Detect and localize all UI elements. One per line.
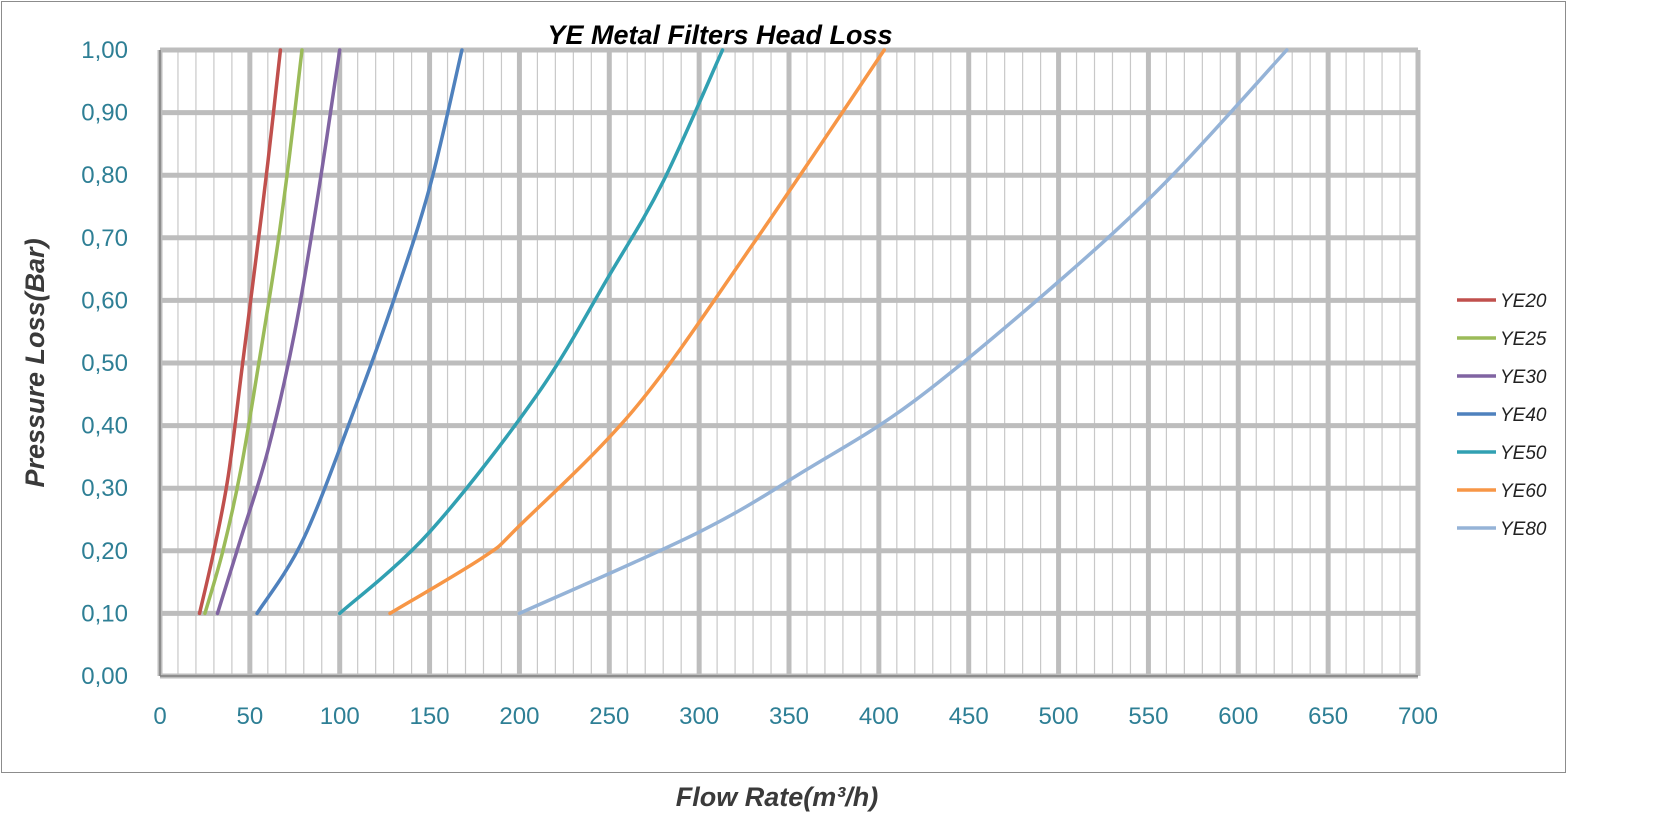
series-line-ye40 bbox=[255, 48, 464, 616]
y-tick-label: 0,90 bbox=[81, 100, 128, 127]
y-tick-label: 0,80 bbox=[81, 162, 128, 189]
x-tick-labels: 0 50 100 150 200 250 300 350 400 450 500 550 600 650 7… bbox=[153, 703, 1438, 730]
x-tick-label: 550 bbox=[1128, 703, 1168, 730]
series-line-ye30 bbox=[215, 48, 342, 616]
axes bbox=[159, 50, 1418, 677]
series-lines bbox=[197, 48, 1289, 616]
y-tick-label: 0,30 bbox=[81, 475, 128, 502]
legend-label-ye80: YE80 bbox=[1500, 519, 1547, 540]
legend-label-ye20: YE20 bbox=[1500, 291, 1547, 312]
legend-label-ye50: YE50 bbox=[1500, 443, 1547, 464]
legend: YE20 YE25 YE30 YE40 YE50 YE60 YE80 bbox=[1457, 291, 1547, 540]
chart-title: YE Metal Filters Head Loss bbox=[547, 20, 892, 50]
x-tick-label: 650 bbox=[1308, 703, 1348, 730]
series-line-ye60 bbox=[388, 48, 886, 616]
x-tick-label: 0 bbox=[153, 703, 166, 730]
x-tick-label: 300 bbox=[679, 703, 719, 730]
series-line-ye80 bbox=[517, 48, 1289, 616]
x-tick-label: 700 bbox=[1398, 703, 1438, 730]
y-tick-label: 0,40 bbox=[81, 413, 128, 440]
y-tick-label: 0,60 bbox=[81, 287, 128, 314]
y-tick-label: 0,50 bbox=[81, 350, 128, 377]
y-tick-label: 1,00 bbox=[81, 37, 128, 64]
series-line-ye20 bbox=[197, 48, 283, 616]
x-tick-label: 600 bbox=[1218, 703, 1258, 730]
y-axis-title: Pressure Loss(Bar) bbox=[20, 238, 50, 487]
grid bbox=[157, 47, 1421, 679]
x-tick-label: 250 bbox=[589, 703, 629, 730]
x-tick-label: 450 bbox=[949, 703, 989, 730]
x-tick-label: 500 bbox=[1039, 703, 1079, 730]
y-tick-label: 0,20 bbox=[81, 538, 128, 565]
x-tick-label: 150 bbox=[410, 703, 450, 730]
y-tick-labels: 0,00 0,10 0,20 0,30 0,40 0,50 0,60 0,70 0,80 0,90… bbox=[81, 37, 128, 690]
legend-label-ye40: YE40 bbox=[1500, 405, 1547, 426]
x-tick-label: 400 bbox=[859, 703, 899, 730]
legend-label-ye25: YE25 bbox=[1500, 329, 1547, 350]
legend-label-ye30: YE30 bbox=[1500, 367, 1547, 388]
x-axis-title: Flow Rate(m³/h) bbox=[676, 782, 879, 812]
y-tick-label: 0,70 bbox=[81, 225, 128, 252]
legend-label-ye60: YE60 bbox=[1500, 481, 1547, 502]
x-tick-label: 350 bbox=[769, 703, 809, 730]
series-line-ye25 bbox=[203, 48, 304, 616]
y-tick-label: 0,10 bbox=[81, 600, 128, 627]
series-line-ye50 bbox=[337, 48, 725, 616]
y-tick-label: 0,00 bbox=[81, 663, 128, 690]
x-tick-label: 200 bbox=[499, 703, 539, 730]
x-tick-label: 50 bbox=[237, 703, 264, 730]
chart-frame bbox=[1, 1, 1566, 773]
x-tick-label: 100 bbox=[320, 703, 360, 730]
